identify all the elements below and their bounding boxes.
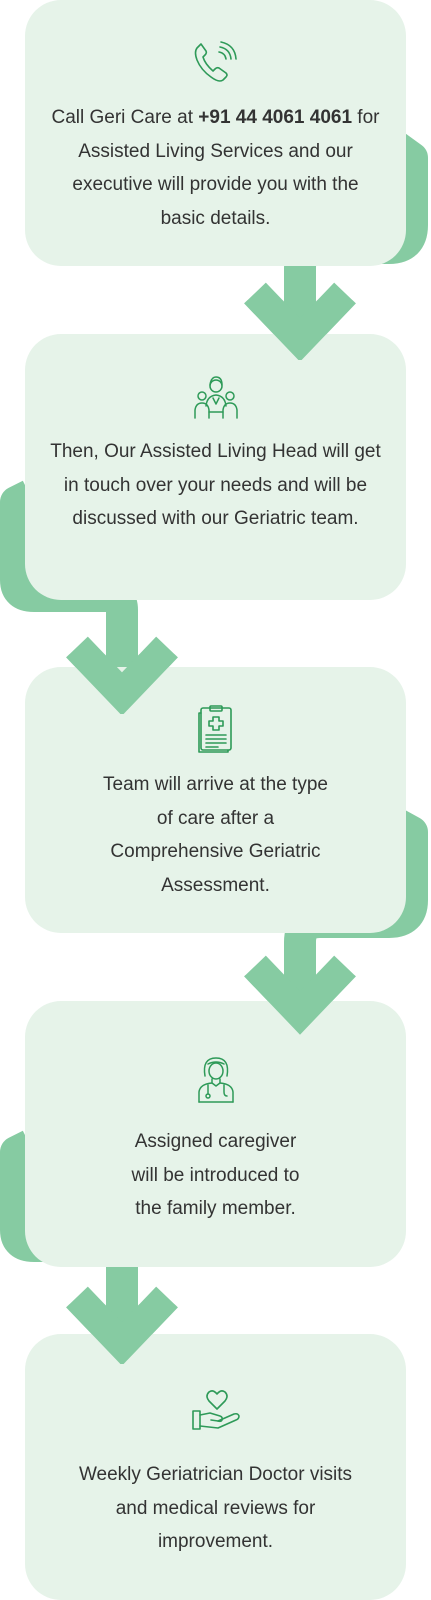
step-text-prefix: Call Geri Care at [51,107,199,128]
step-card-4: Assigned caregiver will be introduced to… [25,1001,406,1267]
heart-hand-icon [190,1387,242,1438]
phone-number[interactable]: +91 44 4061 4061 [198,107,353,128]
step-card-1: Call Geri Care at +91 44 4061 4061 for A… [25,0,406,266]
step-text-2: Then, Our Assisted Living Head will get … [50,441,381,529]
step-text-1: Call Geri Care at +91 44 4061 4061 for A… [25,101,406,235]
step-text-5: Weekly Geriatrician Doctor visits and me… [78,1464,353,1552]
step-card-3: Team will arrive at the type of care aft… [25,667,406,933]
phone-icon [191,38,241,91]
step-card-5: Weekly Geriatrician Doctor visits and me… [25,1334,406,1600]
team-icon [191,372,241,427]
step-card-2: Then, Our Assisted Living Head will get … [25,334,406,600]
step-text-3: Team will arrive at the type of care aft… [103,774,328,896]
step-text-4: Assigned caregiver will be introduced to… [131,1131,300,1219]
caregiver-icon [195,1054,237,1109]
medical-report-icon [196,704,236,759]
